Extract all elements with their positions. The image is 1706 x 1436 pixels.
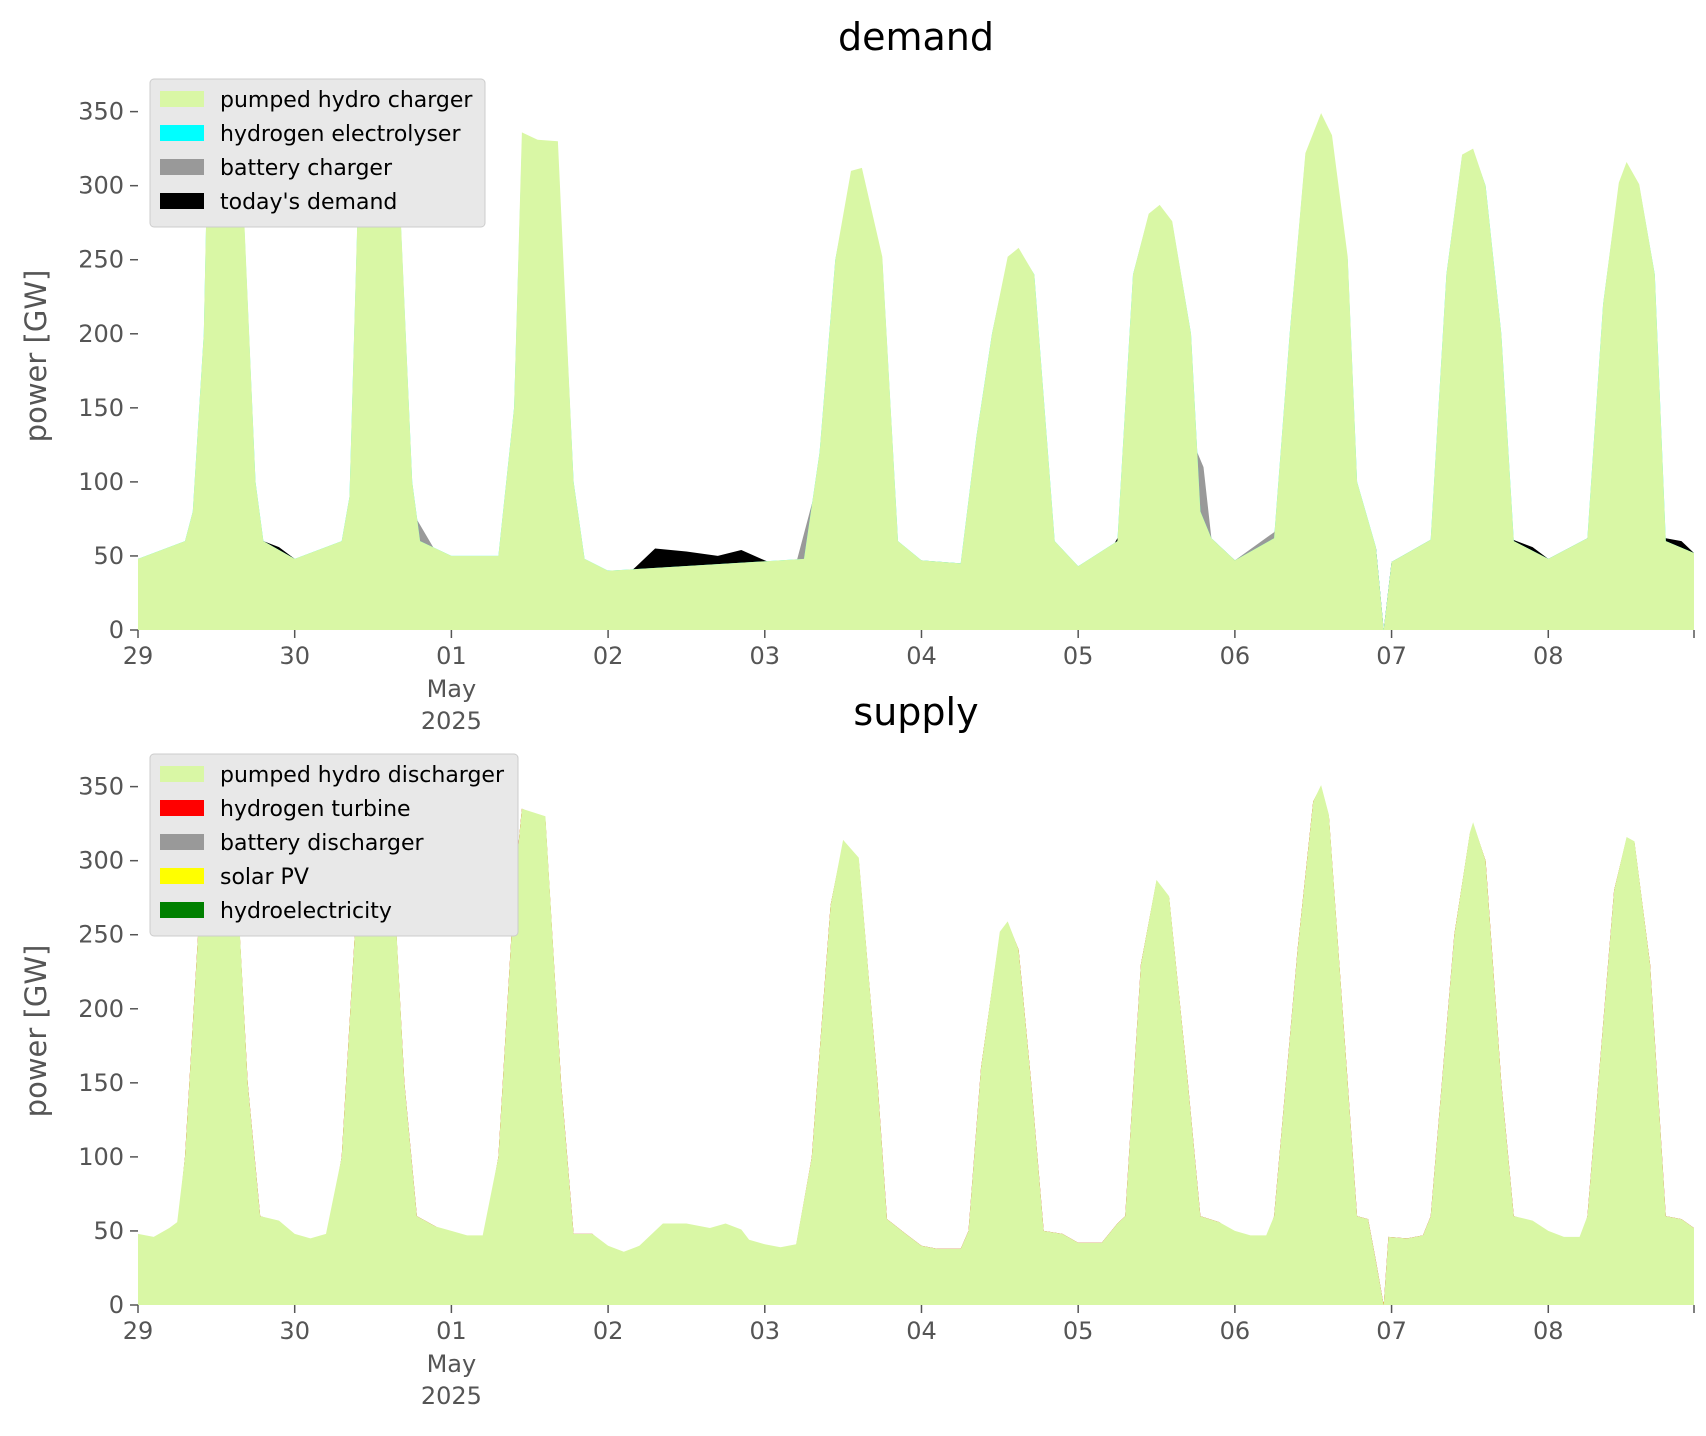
x-tick-label: 07	[1376, 642, 1407, 670]
x-tick-label: 05	[1063, 642, 1094, 670]
y-tick-label: 200	[78, 320, 124, 348]
x-year-label: 2025	[421, 1382, 482, 1410]
x-tick-label: 29	[123, 642, 154, 670]
x-tick-label: 05	[1063, 1317, 1094, 1345]
legend-label: hydroelectricity	[220, 899, 392, 924]
x-tick-label: 01	[436, 642, 467, 670]
x-tick-label: 08	[1533, 642, 1564, 670]
legend-swatch	[160, 91, 204, 107]
legend-swatch	[160, 834, 204, 850]
legend-label: hydrogen turbine	[220, 797, 411, 822]
legend-swatch	[160, 193, 204, 209]
x-tick-label: 02	[593, 1317, 624, 1345]
x-month-label: May	[427, 675, 477, 703]
area-pumped-hydro-charger	[138, 102, 1694, 630]
legend-label: pumped hydro discharger	[220, 763, 505, 788]
y-tick-label: 300	[78, 172, 124, 200]
x-tick-label: 30	[279, 642, 310, 670]
y-tick-label: 0	[109, 616, 124, 644]
chart-title: supply	[853, 690, 978, 734]
x-tick-label: 04	[906, 1317, 937, 1345]
y-tick-label: 200	[78, 995, 124, 1023]
legend-swatch	[160, 125, 204, 141]
legend-swatch	[160, 159, 204, 175]
y-tick-label: 50	[93, 542, 124, 570]
x-tick-label: 03	[750, 642, 781, 670]
y-tick-label: 100	[78, 1143, 124, 1171]
y-tick-label: 300	[78, 847, 124, 875]
y-tick-label: 50	[93, 1217, 124, 1245]
x-tick-label: 07	[1376, 1317, 1407, 1345]
x-tick-label: 04	[906, 642, 937, 670]
legend-label: pumped hydro charger	[220, 88, 473, 113]
x-year-label: 2025	[421, 707, 482, 735]
legend-swatch	[160, 868, 204, 884]
y-tick-label: 250	[78, 921, 124, 949]
y-tick-label: 100	[78, 468, 124, 496]
x-month-label: May	[427, 1350, 477, 1378]
x-tick-label: 01	[436, 1317, 467, 1345]
x-tick-label: 06	[1220, 1317, 1251, 1345]
y-axis-label: power [GW]	[19, 270, 53, 443]
legend-label: hydrogen electrolyser	[220, 122, 461, 147]
y-tick-label: 150	[78, 1069, 124, 1097]
legend-box	[149, 753, 519, 937]
legend-label: today's demand	[220, 190, 397, 215]
y-tick-label: 350	[78, 98, 124, 126]
y-tick-label: 150	[78, 394, 124, 422]
legend-box	[149, 78, 486, 228]
legend-label: battery discharger	[220, 831, 425, 856]
legend: pumped hydro discharger hydrogen turbine b…	[149, 753, 519, 937]
legend-swatch	[160, 800, 204, 816]
y-axis-label: power [GW]	[19, 945, 53, 1118]
x-tick-label: 06	[1220, 642, 1251, 670]
x-tick-label: 02	[593, 642, 624, 670]
legend: pumped hydro charger hydrogen electrolyse…	[149, 78, 486, 228]
y-tick-label: 0	[109, 1291, 124, 1319]
x-tick-label: 08	[1533, 1317, 1564, 1345]
legend-swatch	[160, 902, 204, 918]
x-tick-label: 30	[279, 1317, 310, 1345]
x-tick-label: 03	[750, 1317, 781, 1345]
y-tick-label: 350	[78, 773, 124, 801]
legend-label: battery charger	[220, 156, 393, 181]
chart-title: demand	[838, 15, 994, 59]
y-tick-label: 250	[78, 246, 124, 274]
legend-label: solar PV	[220, 865, 309, 890]
x-tick-label: 29	[123, 1317, 154, 1345]
legend-swatch	[160, 766, 204, 782]
area-pumped-hydro-discharger	[138, 777, 1694, 1305]
